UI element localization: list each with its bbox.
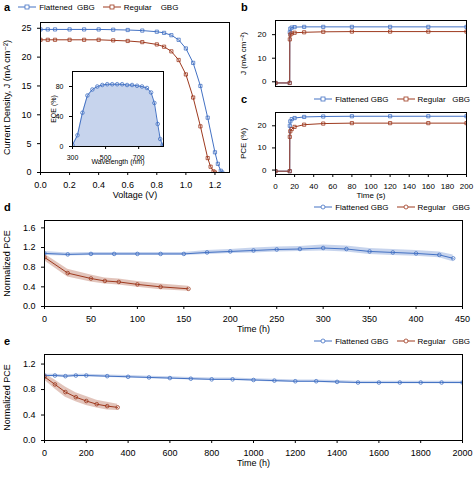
svg-text:1.0: 1.0 (180, 180, 193, 190)
svg-text:80: 80 (56, 83, 64, 90)
svg-text:0.8: 0.8 (23, 262, 36, 272)
html-text:a: a (4, 1, 11, 13)
svg-text:PCE (%): PCE (%) (239, 128, 248, 159)
html-text:Flattened GBG: Flattened GBG (335, 336, 389, 346)
svg-text:J (mA cm⁻²): J (mA cm⁻²) (239, 32, 248, 75)
html-text:Flattened GBG: Flattened GBG (39, 2, 95, 12)
svg-text:0.6: 0.6 (121, 180, 134, 190)
svg-text:0.2: 0.2 (63, 180, 76, 190)
svg-text:0: 0 (262, 166, 267, 175)
svg-text:10: 10 (258, 54, 267, 63)
svg-text:1200: 1200 (285, 448, 305, 458)
svg-text:Time (h): Time (h) (237, 458, 270, 468)
svg-text:Wavelength (nm): Wavelength (nm) (91, 158, 144, 166)
svg-text:1.2: 1.2 (209, 180, 222, 190)
svg-text:EQE (%): EQE (%) (50, 95, 58, 123)
svg-text:800: 800 (204, 448, 219, 458)
svg-text:250: 250 (269, 314, 284, 324)
svg-text:Time (h): Time (h) (237, 324, 270, 334)
svg-text:0.4: 0.4 (92, 180, 105, 190)
svg-text:1400: 1400 (327, 448, 347, 458)
svg-text:0.0: 0.0 (34, 180, 47, 190)
svg-text:10: 10 (21, 110, 31, 120)
html-text:e: e (4, 335, 11, 347)
svg-text:60: 60 (328, 182, 337, 191)
svg-text:0.4: 0.4 (23, 410, 36, 420)
svg-text:0: 0 (42, 314, 47, 324)
svg-text:20: 20 (21, 52, 31, 62)
svg-text:1.2: 1.2 (23, 242, 36, 252)
svg-text:20: 20 (258, 121, 267, 130)
svg-text:20: 20 (290, 182, 299, 191)
svg-text:300: 300 (67, 154, 79, 161)
svg-text:50: 50 (86, 314, 96, 324)
svg-text:0.4: 0.4 (23, 282, 36, 292)
html-text:Regular GBG: Regular GBG (417, 202, 470, 212)
svg-text:140: 140 (403, 182, 417, 191)
html-text:Regular GBG: Regular GBG (123, 2, 179, 12)
html-text:Regular GBG: Regular GBG (417, 336, 470, 346)
svg-text:100: 100 (364, 182, 378, 192)
html-text:b: b (241, 1, 248, 13)
svg-text:0.8: 0.8 (23, 384, 36, 394)
svg-text:1800: 1800 (411, 448, 431, 458)
svg-text:200: 200 (460, 182, 474, 191)
svg-text:100: 100 (130, 314, 145, 324)
svg-text:400: 400 (121, 448, 136, 458)
svg-text:0: 0 (26, 167, 31, 177)
html-text:c: c (241, 93, 248, 105)
svg-text:0: 0 (60, 143, 64, 150)
svg-text:Normalized PCE: Normalized PCE (2, 230, 12, 297)
svg-text:350: 350 (362, 314, 377, 324)
svg-text:200: 200 (79, 448, 94, 458)
svg-text:160: 160 (422, 182, 436, 191)
svg-text:80: 80 (347, 182, 356, 191)
svg-text:120: 120 (383, 182, 397, 192)
svg-text:300: 300 (316, 314, 331, 324)
svg-text:600: 600 (162, 448, 177, 458)
svg-text:25: 25 (21, 23, 31, 33)
svg-text:5: 5 (26, 139, 31, 149)
svg-text:15: 15 (21, 81, 31, 91)
svg-text:1.6: 1.6 (23, 223, 36, 233)
svg-text:40: 40 (55, 112, 64, 120)
svg-text:450: 450 (455, 314, 470, 324)
svg-text:200: 200 (223, 314, 238, 324)
svg-text:0.8: 0.8 (151, 180, 164, 190)
svg-text:Voltage (V): Voltage (V) (113, 190, 158, 200)
svg-text:150: 150 (176, 314, 191, 324)
svg-text:Normalized PCE: Normalized PCE (2, 364, 12, 431)
svg-text:0.0: 0.0 (23, 435, 36, 445)
svg-text:0: 0 (262, 77, 267, 86)
svg-text:Current Density, J (mA cm⁻²): Current Density, J (mA cm⁻²) (2, 40, 12, 155)
svg-text:20: 20 (258, 30, 267, 39)
svg-text:0: 0 (273, 182, 278, 191)
svg-text:400: 400 (409, 314, 424, 324)
svg-text:40: 40 (309, 182, 318, 191)
svg-text:Time (s): Time (s) (356, 191, 385, 200)
svg-text:1600: 1600 (369, 448, 389, 458)
svg-text:10: 10 (258, 143, 267, 152)
svg-text:180: 180 (441, 182, 455, 191)
svg-text:0: 0 (42, 448, 47, 458)
html-text:d: d (4, 201, 11, 213)
svg-text:2000: 2000 (452, 448, 472, 458)
svg-text:1000: 1000 (243, 448, 263, 458)
svg-text:1.2: 1.2 (23, 359, 36, 369)
svg-text:0.0: 0.0 (23, 301, 36, 311)
html-text:Flattened GBG: Flattened GBG (335, 202, 389, 212)
html-text:Flattened GBG: Flattened GBG (335, 94, 389, 104)
html-text:Regular GBG: Regular GBG (417, 94, 470, 104)
